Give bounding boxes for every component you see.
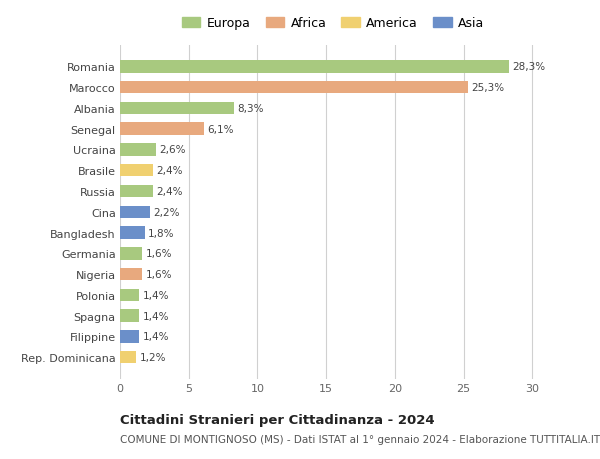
Text: 2,4%: 2,4% <box>157 166 183 176</box>
Bar <box>120 289 139 302</box>
Text: 2,6%: 2,6% <box>159 145 185 155</box>
Bar <box>120 247 142 260</box>
Bar <box>120 185 153 198</box>
Text: 25,3%: 25,3% <box>471 83 504 93</box>
Text: COMUNE DI MONTIGNOSO (MS) - Dati ISTAT al 1° gennaio 2024 - Elaborazione TUTTITA: COMUNE DI MONTIGNOSO (MS) - Dati ISTAT a… <box>120 434 600 444</box>
Text: 1,4%: 1,4% <box>143 331 169 341</box>
Text: 2,4%: 2,4% <box>157 186 183 196</box>
Bar <box>120 310 139 322</box>
Text: Cittadini Stranieri per Cittadinanza - 2024: Cittadini Stranieri per Cittadinanza - 2… <box>120 413 434 426</box>
Text: 1,2%: 1,2% <box>140 353 166 362</box>
Legend: Europa, Africa, America, Asia: Europa, Africa, America, Asia <box>176 12 490 35</box>
Bar <box>120 165 153 177</box>
Text: 8,3%: 8,3% <box>238 104 264 114</box>
Bar <box>120 82 467 94</box>
Bar <box>120 123 204 135</box>
Bar <box>120 268 142 280</box>
Bar <box>120 144 156 157</box>
Text: 2,2%: 2,2% <box>154 207 180 217</box>
Bar <box>120 227 145 239</box>
Bar <box>120 351 136 364</box>
Bar <box>120 330 139 343</box>
Text: 6,1%: 6,1% <box>207 124 234 134</box>
Text: 1,6%: 1,6% <box>145 269 172 280</box>
Text: 1,8%: 1,8% <box>148 228 175 238</box>
Text: 28,3%: 28,3% <box>512 62 545 72</box>
Bar <box>120 61 509 73</box>
Text: 1,4%: 1,4% <box>143 290 169 300</box>
Bar <box>120 102 234 115</box>
Bar <box>120 206 150 218</box>
Text: 1,4%: 1,4% <box>143 311 169 321</box>
Text: 1,6%: 1,6% <box>145 249 172 259</box>
